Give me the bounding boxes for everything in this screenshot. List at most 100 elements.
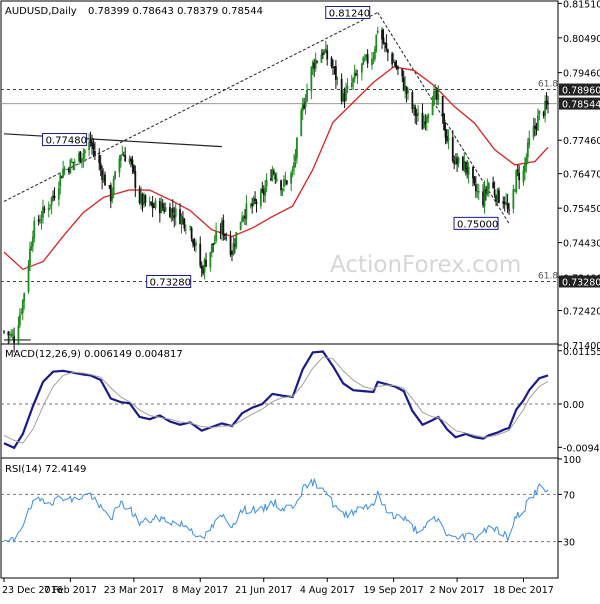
- candle-body: [483, 189, 486, 207]
- candle-body: [21, 300, 24, 313]
- candle-body: [171, 208, 174, 213]
- candle-body: [508, 209, 510, 211]
- candle-body: [503, 202, 506, 205]
- candle-body: [461, 156, 464, 171]
- candle-body: [265, 179, 268, 187]
- candle-body: [50, 197, 53, 205]
- candle-body: [464, 161, 467, 170]
- candle-body: [518, 172, 521, 181]
- candle-body: [506, 203, 509, 209]
- candle-body: [437, 94, 440, 100]
- candle-body: [42, 206, 44, 218]
- candle-body: [532, 126, 535, 138]
- candle-body: [404, 85, 407, 91]
- candle-body: [190, 227, 193, 239]
- candle-body: [300, 110, 303, 136]
- candle-body: [360, 63, 363, 73]
- candle-body: [417, 112, 420, 115]
- candle-body: [124, 155, 127, 162]
- candle-body: [261, 188, 264, 192]
- candle-body: [320, 54, 323, 63]
- macd-y-tick-label: 0.01155: [563, 347, 600, 358]
- candle-body: [476, 190, 479, 193]
- candle-body: [141, 193, 144, 206]
- candle-body: [140, 194, 142, 203]
- candle-body: [545, 100, 548, 105]
- candle-body: [534, 125, 536, 128]
- candle-body: [270, 178, 272, 181]
- candle-body: [294, 155, 297, 161]
- candle-body: [114, 171, 117, 179]
- candle-body: [40, 219, 43, 221]
- candle-body: [255, 201, 258, 204]
- candle-body: [391, 53, 394, 65]
- candle-body: [47, 207, 50, 211]
- candle-body: [11, 334, 14, 336]
- candle-body: [173, 214, 176, 218]
- candle-body: [372, 58, 375, 60]
- candle-body: [154, 200, 157, 208]
- candle-body: [23, 293, 26, 301]
- candle-body: [18, 314, 21, 326]
- candle-body: [60, 176, 63, 179]
- candle-body: [352, 78, 355, 83]
- candle-body: [210, 243, 213, 253]
- candle-body: [415, 114, 418, 117]
- candle-body: [102, 174, 105, 182]
- macd-y-tick-label: -0.009408: [563, 443, 600, 454]
- candle-body: [68, 169, 70, 173]
- rsi-line: [3, 477, 549, 543]
- candle-body: [373, 49, 376, 60]
- x-tick-label: 21 Jun 2017: [235, 585, 292, 596]
- candle-body: [311, 61, 314, 70]
- candle-body: [463, 160, 466, 172]
- candle-body: [453, 160, 456, 164]
- candle-body: [284, 180, 287, 182]
- candle-body: [427, 114, 430, 119]
- candle-body: [291, 169, 294, 172]
- candle-body: [542, 111, 545, 117]
- candle-body: [444, 129, 447, 138]
- price-level-tag: [559, 275, 600, 288]
- candle-body: [130, 158, 132, 162]
- candle-body: [170, 208, 173, 220]
- annotation-box: [146, 274, 192, 288]
- candle-body: [252, 197, 255, 205]
- price-header-ohlc: 0.78399 0.78643 0.78379 0.78544: [88, 6, 263, 17]
- candle-body: [365, 54, 368, 58]
- annotation-label: 0.75000: [457, 219, 498, 230]
- candle-body: [98, 155, 101, 164]
- watermark: ActionForex.com: [330, 252, 521, 278]
- candle-body: [233, 245, 236, 247]
- fib-label: 61.8: [538, 271, 558, 281]
- candle-body: [425, 117, 428, 123]
- candle-body: [70, 161, 73, 163]
- candle-body: [547, 102, 549, 105]
- candle-body: [457, 157, 460, 164]
- candle-body: [209, 251, 212, 268]
- candle-body: [111, 193, 114, 200]
- candle-body: [39, 221, 41, 223]
- candle-body: [498, 190, 500, 203]
- candle-body: [290, 172, 293, 184]
- candle-body: [515, 170, 518, 193]
- annotation-label: 0.81240: [329, 8, 370, 19]
- candle-body: [184, 229, 187, 231]
- candle-body: [27, 264, 30, 292]
- candle-body: [272, 170, 275, 174]
- candle-body: [189, 226, 192, 228]
- candle-body: [179, 209, 181, 224]
- candle-body: [244, 215, 246, 219]
- candle-body: [89, 139, 92, 143]
- candle-body: [33, 220, 36, 238]
- candle-body: [314, 59, 317, 69]
- candle-body: [376, 30, 379, 33]
- candle-body: [180, 216, 183, 225]
- candle-body: [29, 248, 31, 265]
- candle-body: [119, 154, 122, 161]
- x-tick-label: 23 Mar 2017: [104, 585, 164, 596]
- candle-body: [251, 203, 254, 207]
- candle-body: [544, 101, 547, 116]
- candle-body: [423, 121, 425, 128]
- candle-body: [395, 65, 398, 69]
